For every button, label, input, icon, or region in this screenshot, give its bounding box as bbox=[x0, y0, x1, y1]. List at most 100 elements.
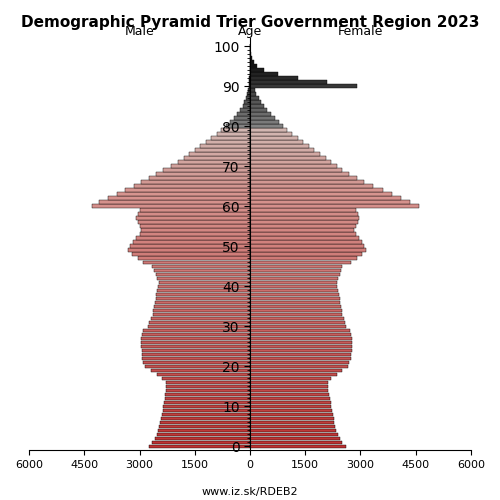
Bar bbox=[248, 84, 250, 88]
Bar bbox=[162, 412, 250, 416]
Bar bbox=[248, 88, 250, 92]
Bar bbox=[250, 252, 362, 256]
Bar bbox=[250, 352, 352, 356]
Bar bbox=[140, 224, 250, 228]
Bar bbox=[250, 168, 342, 172]
Bar bbox=[157, 288, 250, 292]
Bar bbox=[250, 52, 251, 56]
Bar bbox=[250, 160, 331, 164]
Bar bbox=[142, 356, 250, 360]
Bar bbox=[206, 140, 250, 144]
Bar bbox=[250, 292, 339, 296]
Bar bbox=[141, 340, 250, 344]
Bar bbox=[250, 76, 298, 80]
Bar bbox=[108, 196, 250, 200]
Bar bbox=[138, 212, 250, 216]
Bar bbox=[250, 112, 270, 116]
Bar bbox=[200, 144, 250, 148]
Bar bbox=[152, 264, 250, 268]
Bar bbox=[157, 372, 250, 376]
Bar bbox=[250, 444, 346, 448]
Bar bbox=[230, 120, 250, 124]
Bar bbox=[250, 108, 267, 112]
Text: Female: Female bbox=[338, 25, 383, 38]
Bar bbox=[222, 128, 250, 132]
Bar bbox=[156, 296, 250, 300]
Bar bbox=[138, 256, 250, 260]
Bar bbox=[125, 188, 250, 192]
Bar bbox=[250, 280, 336, 284]
Bar bbox=[150, 320, 250, 324]
Bar bbox=[154, 304, 250, 308]
Bar bbox=[160, 424, 250, 428]
Bar bbox=[250, 88, 254, 92]
Bar bbox=[154, 308, 250, 312]
Bar bbox=[171, 164, 250, 168]
Bar bbox=[250, 156, 326, 160]
Bar bbox=[164, 400, 250, 404]
Bar bbox=[250, 128, 287, 132]
Bar bbox=[157, 432, 250, 436]
Bar bbox=[250, 240, 362, 244]
Bar bbox=[250, 148, 314, 152]
Title: Demographic Pyramid Trier Government Region 2023: Demographic Pyramid Trier Government Reg… bbox=[20, 15, 479, 30]
Bar bbox=[157, 276, 250, 280]
Text: Male: Male bbox=[124, 25, 154, 38]
Bar bbox=[250, 404, 332, 408]
Bar bbox=[250, 308, 342, 312]
Bar bbox=[250, 216, 360, 220]
Bar bbox=[250, 220, 358, 224]
Bar bbox=[250, 212, 358, 216]
Bar bbox=[148, 444, 250, 448]
Bar bbox=[250, 80, 328, 84]
Bar bbox=[161, 416, 250, 420]
Bar bbox=[250, 124, 283, 128]
Bar bbox=[250, 60, 254, 64]
Bar bbox=[166, 384, 250, 388]
Bar bbox=[250, 392, 329, 396]
Bar bbox=[143, 360, 250, 364]
Bar bbox=[132, 252, 250, 256]
Bar bbox=[250, 188, 382, 192]
Bar bbox=[250, 372, 336, 376]
Bar bbox=[136, 236, 250, 240]
Bar bbox=[240, 108, 250, 112]
Bar bbox=[160, 420, 250, 424]
Bar bbox=[250, 196, 401, 200]
Bar bbox=[134, 184, 250, 188]
Bar bbox=[92, 204, 250, 208]
Bar bbox=[250, 180, 364, 184]
Bar bbox=[250, 204, 420, 208]
Bar bbox=[250, 120, 279, 124]
Bar bbox=[250, 344, 352, 348]
Bar bbox=[194, 148, 250, 152]
Bar bbox=[250, 300, 340, 304]
Bar bbox=[250, 228, 354, 232]
Bar bbox=[250, 272, 340, 276]
Bar bbox=[250, 396, 330, 400]
Bar bbox=[250, 304, 341, 308]
Bar bbox=[250, 96, 259, 100]
Bar bbox=[163, 404, 250, 408]
Bar bbox=[250, 376, 331, 380]
Bar bbox=[250, 364, 348, 368]
Bar bbox=[250, 328, 350, 332]
Bar bbox=[250, 432, 338, 436]
Text: Age: Age bbox=[238, 25, 262, 38]
Bar bbox=[250, 144, 309, 148]
Bar bbox=[250, 436, 340, 440]
Bar bbox=[250, 248, 366, 252]
Bar bbox=[250, 164, 336, 168]
Bar bbox=[250, 260, 352, 264]
Bar bbox=[142, 332, 250, 336]
Bar bbox=[158, 284, 250, 288]
Bar bbox=[250, 68, 264, 72]
Bar bbox=[237, 112, 250, 116]
Bar bbox=[244, 100, 250, 104]
Bar bbox=[250, 284, 338, 288]
Bar bbox=[150, 368, 250, 372]
Bar bbox=[250, 92, 256, 96]
Bar bbox=[217, 132, 250, 136]
Bar bbox=[142, 180, 250, 184]
Bar bbox=[250, 208, 356, 212]
